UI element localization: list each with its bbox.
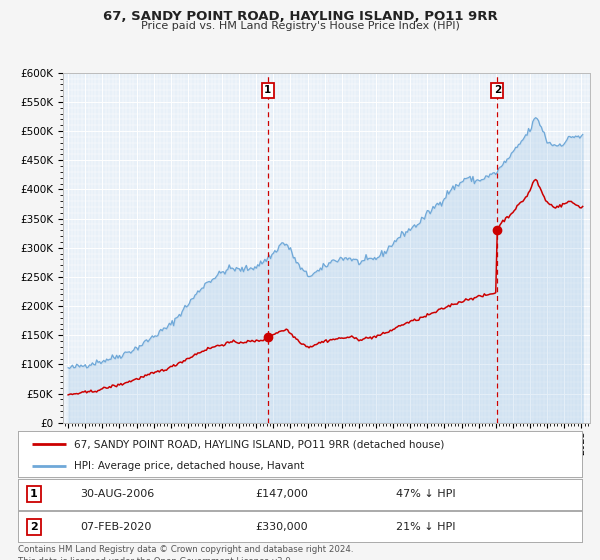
Text: Price paid vs. HM Land Registry's House Price Index (HPI): Price paid vs. HM Land Registry's House … bbox=[140, 21, 460, 31]
Text: 07-FEB-2020: 07-FEB-2020 bbox=[80, 522, 151, 531]
Text: Contains HM Land Registry data © Crown copyright and database right 2024.
This d: Contains HM Land Registry data © Crown c… bbox=[18, 545, 353, 560]
Text: 47% ↓ HPI: 47% ↓ HPI bbox=[396, 489, 455, 499]
Text: 67, SANDY POINT ROAD, HAYLING ISLAND, PO11 9RR: 67, SANDY POINT ROAD, HAYLING ISLAND, PO… bbox=[103, 10, 497, 23]
Text: £330,000: £330,000 bbox=[255, 522, 308, 531]
Text: 1: 1 bbox=[264, 85, 271, 95]
Text: 2: 2 bbox=[30, 522, 38, 531]
Text: 67, SANDY POINT ROAD, HAYLING ISLAND, PO11 9RR (detached house): 67, SANDY POINT ROAD, HAYLING ISLAND, PO… bbox=[74, 439, 445, 449]
Text: 1: 1 bbox=[30, 489, 38, 499]
Text: HPI: Average price, detached house, Havant: HPI: Average price, detached house, Hava… bbox=[74, 461, 305, 470]
Text: £147,000: £147,000 bbox=[255, 489, 308, 499]
Text: 30-AUG-2006: 30-AUG-2006 bbox=[80, 489, 154, 499]
Text: 21% ↓ HPI: 21% ↓ HPI bbox=[396, 522, 455, 531]
Text: 2: 2 bbox=[494, 85, 501, 95]
